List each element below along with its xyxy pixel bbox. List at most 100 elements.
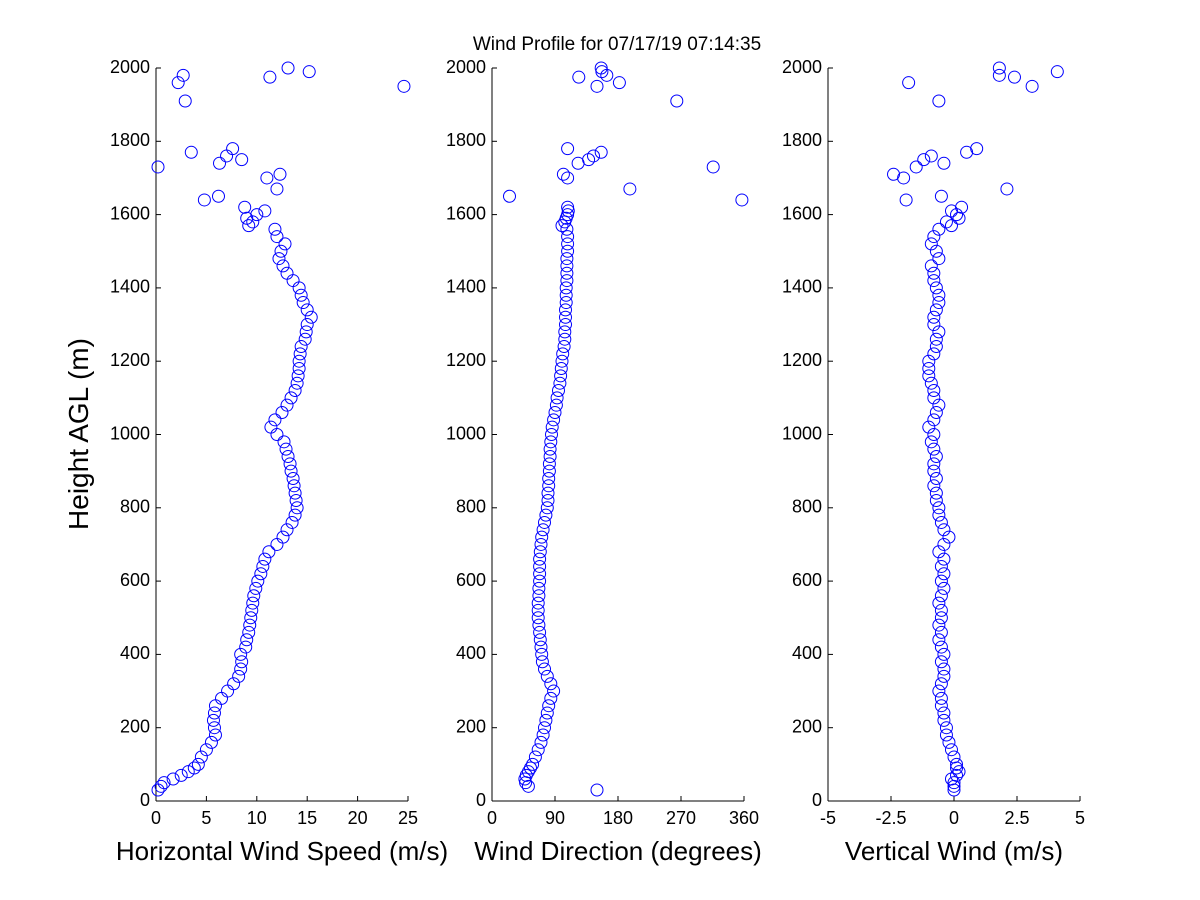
point: [286, 471, 300, 485]
point: [274, 244, 288, 258]
point: [950, 757, 964, 771]
point: [294, 288, 308, 302]
point: [932, 325, 946, 339]
point: [288, 486, 302, 500]
point: [534, 735, 548, 749]
point: [240, 211, 254, 225]
point: [256, 559, 270, 573]
point: [187, 761, 201, 775]
point: [288, 384, 302, 398]
point: [519, 768, 533, 782]
point: [206, 713, 220, 727]
point: [290, 501, 304, 515]
point: [929, 449, 943, 463]
point: [208, 728, 222, 742]
y-tick-label: 200: [456, 716, 486, 736]
y-tick-label: 400: [456, 643, 486, 663]
point: [541, 486, 555, 500]
point: [204, 735, 218, 749]
y-tick-label: 0: [476, 790, 486, 810]
y-tick-label: 1400: [782, 277, 822, 297]
point: [970, 142, 984, 156]
point: [244, 611, 258, 625]
x-tick-label: 0: [151, 808, 161, 828]
point: [290, 376, 304, 390]
y-tick-label: 2000: [446, 57, 486, 77]
point: [275, 406, 289, 420]
point: [924, 435, 938, 449]
point: [706, 160, 720, 174]
point: [532, 589, 546, 603]
point: [560, 252, 574, 266]
point: [934, 189, 948, 203]
point: [277, 435, 291, 449]
point: [932, 288, 946, 302]
point: [542, 699, 556, 713]
point: [937, 662, 951, 676]
point: [294, 340, 308, 354]
point: [543, 442, 557, 456]
x-tick-label: 270: [666, 808, 696, 828]
point: [934, 655, 948, 669]
point: [955, 200, 969, 214]
point: [594, 145, 608, 159]
point: [909, 160, 923, 174]
point: [924, 149, 938, 163]
point: [934, 589, 948, 603]
point: [929, 486, 943, 500]
point: [538, 721, 551, 735]
point: [947, 750, 961, 764]
point: [932, 684, 946, 698]
y-tick-label: 0: [812, 790, 822, 810]
point: [300, 303, 314, 317]
point: [922, 362, 936, 376]
y-tick-label: 600: [120, 570, 150, 590]
point: [531, 603, 545, 617]
point: [531, 596, 545, 610]
point: [540, 501, 554, 515]
point: [397, 79, 411, 93]
point: [298, 332, 312, 346]
point: [284, 464, 298, 478]
point: [937, 552, 951, 566]
point: [238, 200, 252, 214]
point: [929, 406, 943, 420]
y-tick-label: 2000: [782, 57, 822, 77]
point: [235, 655, 249, 669]
point: [545, 420, 559, 434]
point: [952, 211, 966, 225]
point: [503, 189, 516, 203]
point: [243, 618, 257, 632]
point: [947, 776, 961, 790]
point: [924, 376, 938, 390]
point: [932, 618, 946, 632]
point: [191, 757, 205, 771]
point: [937, 647, 951, 661]
point: [934, 677, 948, 691]
point: [670, 94, 684, 108]
point: [548, 406, 562, 420]
point: [594, 61, 608, 75]
point: [247, 589, 261, 603]
point: [151, 783, 165, 797]
point: [549, 398, 563, 412]
point: [538, 662, 551, 676]
point: [917, 153, 931, 167]
point: [929, 340, 943, 354]
point: [533, 625, 547, 639]
point: [293, 347, 307, 361]
point: [279, 442, 293, 456]
point: [521, 765, 535, 779]
point: [559, 318, 572, 332]
y-tick-label: 1600: [110, 203, 150, 223]
x-tick-label: 5: [1075, 808, 1085, 828]
point: [927, 457, 941, 471]
point: [535, 647, 549, 661]
point: [937, 537, 951, 551]
y-tick-label: 800: [792, 497, 822, 517]
point: [561, 142, 575, 156]
point: [1000, 182, 1014, 196]
point: [937, 713, 951, 727]
point: [560, 222, 574, 236]
point: [278, 237, 292, 251]
